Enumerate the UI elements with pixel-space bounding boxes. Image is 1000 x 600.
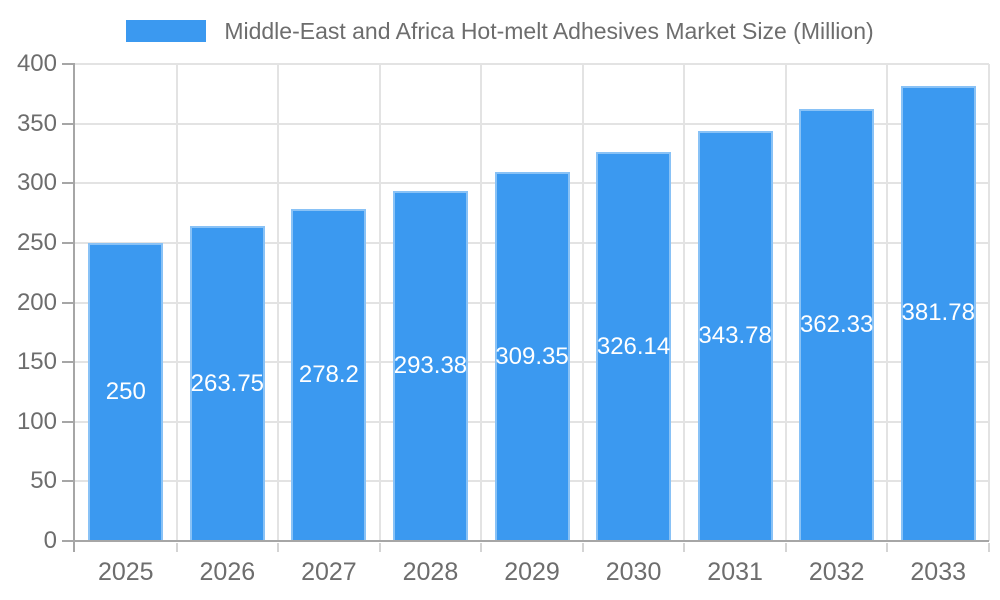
gridline-horizontal bbox=[75, 122, 989, 125]
y-axis-tick-label: 150 bbox=[16, 348, 57, 376]
y-axis-tick-label: 0 bbox=[43, 527, 57, 554]
x-axis-tick bbox=[175, 543, 178, 552]
bar-2033[interactable] bbox=[900, 85, 976, 541]
legend[interactable]: Middle-East and Africa Hot-melt Adhesive… bbox=[0, 14, 1000, 48]
bar-value-label: 250 bbox=[105, 377, 146, 405]
bar-value-label: 343.78 bbox=[698, 322, 772, 350]
bar-value-label: 381.78 bbox=[901, 299, 975, 327]
y-axis-tick bbox=[62, 420, 75, 423]
x-axis-tick-label: 2029 bbox=[504, 558, 560, 586]
gridline-horizontal bbox=[75, 63, 989, 65]
x-axis-line bbox=[73, 540, 989, 542]
y-axis-tick bbox=[62, 301, 75, 304]
bar-2028[interactable] bbox=[392, 191, 468, 541]
bar-value-label: 278.2 bbox=[298, 361, 359, 389]
y-axis-tick-label: 200 bbox=[16, 288, 57, 316]
y-axis-tick bbox=[62, 540, 75, 542]
x-axis-tick-label: 2031 bbox=[707, 558, 763, 586]
bar-2029[interactable] bbox=[494, 172, 570, 541]
x-axis-tick-label: 2027 bbox=[301, 558, 357, 586]
legend-label: Middle-East and Africa Hot-melt Adhesive… bbox=[224, 18, 874, 44]
y-axis-tick-label: 100 bbox=[16, 407, 57, 435]
y-axis-tick-label: 350 bbox=[16, 109, 57, 137]
y-axis-tick-label: 300 bbox=[16, 169, 57, 197]
y-axis-tick-label: 50 bbox=[30, 467, 57, 495]
x-axis-tick bbox=[378, 543, 381, 552]
y-axis-tick bbox=[62, 122, 75, 125]
y-axis-tick bbox=[62, 361, 75, 364]
bar-value-label: 263.75 bbox=[190, 369, 265, 397]
gridline-vertical bbox=[378, 64, 381, 541]
gridline-vertical bbox=[581, 64, 584, 541]
x-axis-tick-label: 2030 bbox=[605, 558, 662, 586]
gridline-vertical bbox=[683, 64, 686, 541]
x-axis-tick-label: 2032 bbox=[808, 558, 865, 586]
bar-value-label: 293.38 bbox=[393, 352, 468, 380]
x-axis-tick-label: 2025 bbox=[97, 558, 154, 586]
x-axis-tick bbox=[480, 543, 483, 552]
x-axis-tick bbox=[277, 543, 280, 552]
gridline-vertical bbox=[480, 64, 483, 541]
y-axis-line bbox=[73, 64, 75, 552]
x-axis-tick-label: 2028 bbox=[402, 558, 459, 586]
x-axis-tick bbox=[784, 543, 787, 552]
gridline-vertical bbox=[175, 64, 178, 541]
bar-2027[interactable] bbox=[291, 209, 367, 541]
legend-swatch-icon bbox=[126, 20, 207, 42]
bar-2026[interactable] bbox=[189, 226, 265, 541]
x-axis-tick bbox=[886, 543, 889, 552]
bar-2025[interactable] bbox=[88, 242, 164, 541]
bar-value-label: 326.14 bbox=[596, 332, 671, 360]
x-axis-tick bbox=[988, 543, 990, 552]
bar-value-label: 309.35 bbox=[495, 342, 569, 370]
y-axis-tick bbox=[62, 182, 75, 185]
bar-2032[interactable] bbox=[799, 108, 875, 541]
x-axis-tick-label: 2033 bbox=[910, 558, 967, 586]
gridline-vertical bbox=[277, 64, 280, 541]
gridline-vertical bbox=[784, 64, 787, 541]
bar-value-label: 362.33 bbox=[799, 310, 874, 338]
y-axis-tick bbox=[62, 480, 75, 483]
x-axis-tick bbox=[581, 543, 584, 552]
y-axis-tick-label: 400 bbox=[16, 50, 57, 77]
y-axis-tick-label: 250 bbox=[16, 228, 57, 256]
bar-2031[interactable] bbox=[697, 131, 773, 541]
bar-2030[interactable] bbox=[596, 152, 672, 541]
x-axis-tick bbox=[683, 543, 686, 552]
y-axis-tick bbox=[62, 63, 75, 65]
y-axis-tick bbox=[62, 241, 75, 244]
gridline-vertical bbox=[886, 64, 889, 541]
gridline-vertical bbox=[988, 64, 990, 541]
x-axis-tick-label: 2026 bbox=[199, 558, 256, 586]
